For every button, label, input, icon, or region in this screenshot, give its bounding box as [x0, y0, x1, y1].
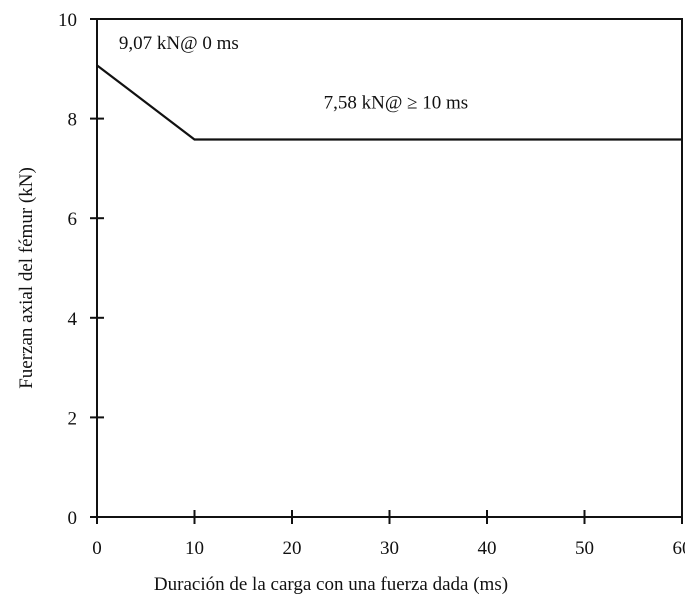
y-tick-label: 4	[68, 309, 78, 330]
x-tick-label: 30	[380, 538, 399, 559]
y-tick-label: 0	[68, 508, 78, 529]
x-axis-label: Duración de la carga con una fuerza dada…	[154, 574, 508, 595]
x-tick-label: 60	[673, 538, 685, 559]
y-axis-label: Fuerzan axial del fémur (kN)	[16, 167, 37, 389]
x-tick-label: 0	[92, 538, 102, 559]
annotations-layer: 9,07 kN@ 0 ms 7,58 kN@ ≥ 10 ms	[119, 33, 468, 114]
y-tick-label: 6	[68, 209, 78, 230]
x-tick-label: 20	[283, 538, 302, 559]
annotation-label: 7,58 kN@ ≥ 10 ms	[324, 93, 469, 114]
ticks-layer: 0 10 20 30 40 50 60 0 2 4 6 8 10	[58, 10, 685, 559]
y-tick-label: 2	[68, 408, 78, 429]
x-tick-label: 10	[185, 538, 204, 559]
x-tick-label: 50	[575, 538, 594, 559]
y-tick-label: 8	[68, 110, 78, 131]
annotation-label: 9,07 kN@ 0 ms	[119, 33, 239, 54]
series-line	[96, 64, 682, 141]
y-tick-label: 10	[58, 10, 77, 31]
x-tick-label: 40	[478, 538, 497, 559]
